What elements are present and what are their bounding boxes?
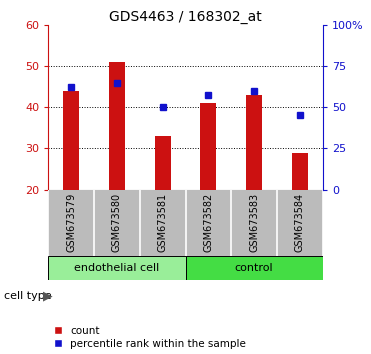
Text: endothelial cell: endothelial cell	[74, 263, 160, 273]
Text: ▶: ▶	[43, 289, 52, 302]
Bar	[200, 103, 216, 190]
Text: GSM673582: GSM673582	[203, 193, 213, 252]
Text: GSM673579: GSM673579	[66, 193, 76, 252]
Text: cell type: cell type	[4, 291, 51, 301]
Text: GSM673583: GSM673583	[249, 193, 259, 252]
Bar	[48, 256, 186, 280]
Bar	[246, 95, 262, 190]
Text: control: control	[235, 263, 273, 273]
Bar	[292, 153, 308, 190]
Bar	[63, 91, 79, 190]
Title: GDS4463 / 168302_at: GDS4463 / 168302_at	[109, 10, 262, 24]
Text: GSM673584: GSM673584	[295, 193, 305, 252]
Bar	[186, 256, 323, 280]
Text: GSM673581: GSM673581	[158, 193, 168, 252]
Bar	[155, 136, 171, 190]
Bar	[109, 62, 125, 190]
Legend: count, percentile rank within the sample: count, percentile rank within the sample	[53, 326, 246, 349]
Text: GSM673580: GSM673580	[112, 193, 122, 252]
